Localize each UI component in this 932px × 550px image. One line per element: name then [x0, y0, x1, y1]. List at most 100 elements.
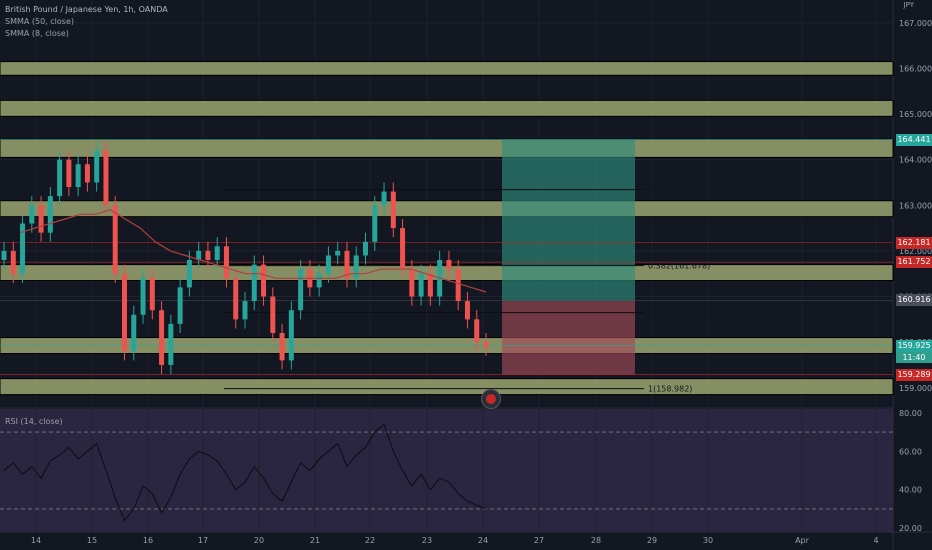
- time-tick-label: 20: [254, 536, 264, 545]
- candle-body: [344, 250, 350, 279]
- price-tick-label: 162.000: [899, 247, 932, 256]
- support-resistance-zone: [0, 99, 894, 117]
- candle-body: [363, 241, 368, 256]
- candle-body: [223, 246, 229, 279]
- candle-body: [325, 255, 331, 274]
- candle-body: [112, 205, 118, 274]
- candle-body: [233, 278, 239, 320]
- candle-body: [122, 273, 127, 352]
- price-tag: 159.925: [896, 339, 932, 352]
- candle-body: [205, 250, 211, 261]
- candle-body: [446, 260, 452, 270]
- time-tick-label: 17: [198, 536, 208, 545]
- candle-body: [242, 301, 248, 320]
- candle-body: [29, 205, 35, 224]
- price-tick-label: 167.000: [899, 19, 932, 28]
- candle-body: [94, 150, 100, 183]
- fib-level-label: 0.618(160.648): [648, 309, 710, 318]
- candle-body: [196, 250, 202, 261]
- candle-body: [20, 223, 26, 274]
- candle-body: [1, 250, 7, 261]
- candle-body: [427, 273, 433, 297]
- candle-body: [316, 273, 322, 288]
- time-tick-label: 28: [591, 536, 601, 545]
- price-tag: 161.752: [896, 256, 932, 269]
- time-tick-label: 15: [87, 536, 97, 545]
- candle-body: [381, 191, 387, 206]
- candle-body: [483, 342, 489, 347]
- price-tick-label: 164.000: [899, 156, 932, 165]
- support-resistance-zone: [0, 138, 894, 158]
- candle-body: [140, 278, 146, 315]
- candle-body: [270, 296, 276, 334]
- time-tick-label: 30: [703, 536, 713, 545]
- candle-body: [186, 260, 192, 288]
- rsi-pane-background: [0, 409, 893, 532]
- smma-line: [19, 209, 487, 293]
- candle-body: [131, 314, 137, 352]
- candle-body: [455, 269, 461, 302]
- candle-body: [400, 228, 406, 270]
- candle-body: [372, 205, 378, 242]
- candle-body: [214, 246, 220, 261]
- time-tick-label: 21: [310, 536, 320, 545]
- candle-body: [103, 150, 109, 206]
- candle-body: [168, 323, 174, 365]
- candle-body: [353, 255, 359, 279]
- candle-body: [66, 159, 72, 188]
- rsi-tick-label: 60.00: [899, 447, 922, 456]
- candle-body: [335, 250, 341, 256]
- support-resistance-zone: [0, 378, 894, 396]
- candle-body: [75, 164, 81, 188]
- bar-countdown: 11:40: [896, 351, 932, 363]
- time-tick-label: Apr: [795, 536, 810, 545]
- tradingview-logo-icon[interactable]: [481, 389, 501, 409]
- time-tick-label: 4: [873, 536, 878, 545]
- rsi-tick-label: 20.00: [899, 524, 922, 533]
- fib-level-label: 0(163.344): [648, 186, 692, 195]
- candle-body: [464, 301, 470, 320]
- fib-level-label: 1(158.982): [648, 385, 692, 394]
- price-tick-label: 165.000: [899, 110, 932, 119]
- time-tick-label: 14: [31, 536, 41, 545]
- candle-body: [159, 310, 165, 365]
- candle-body: [288, 310, 294, 361]
- price-tick-label: 166.000: [899, 64, 932, 73]
- time-tick-label: 23: [422, 536, 432, 545]
- price-tag: 164.441: [896, 133, 932, 146]
- fib-level-label: 0.382(161.678): [648, 262, 710, 271]
- stop-loss-box: [502, 301, 635, 375]
- time-tick-label: 22: [365, 536, 375, 545]
- rsi-tick-label: 80.00: [899, 409, 922, 418]
- currency-label: JPY: [903, 1, 914, 9]
- support-resistance-zone: [0, 200, 894, 218]
- price-tick-label: 163.000: [899, 201, 932, 210]
- candle-body: [409, 269, 415, 297]
- candle-body: [84, 164, 90, 183]
- candle-body: [149, 278, 155, 311]
- candle-body: [38, 205, 44, 233]
- candle-body: [261, 264, 267, 297]
- price-tick-label: 159.000: [899, 384, 932, 393]
- rsi-tick-label: 40.00: [899, 486, 922, 495]
- time-tick-label: 16: [143, 536, 153, 545]
- candle-body: [279, 333, 285, 361]
- candle-body: [47, 196, 53, 233]
- support-resistance-zone: [0, 61, 894, 76]
- time-tick-label: 27: [534, 536, 544, 545]
- rsi-line: [3, 423, 487, 522]
- price-tag: 162.181: [896, 236, 932, 249]
- rsi-legend[interactable]: RSI (14, close): [5, 417, 63, 426]
- smma-50-legend[interactable]: SMMA (50, close): [5, 17, 75, 26]
- candle-body: [474, 319, 480, 343]
- candle-body: [57, 159, 63, 197]
- time-tick-label: 29: [647, 536, 657, 545]
- smma-8-legend[interactable]: SMMA (8, close): [5, 29, 69, 38]
- candle-body: [390, 191, 396, 229]
- symbol-legend[interactable]: British Pound / Japanese Yen, 1h, OANDA: [5, 5, 168, 14]
- candle-body: [10, 250, 16, 274]
- candle-body: [418, 273, 424, 297]
- time-tick-label: 24: [478, 536, 488, 545]
